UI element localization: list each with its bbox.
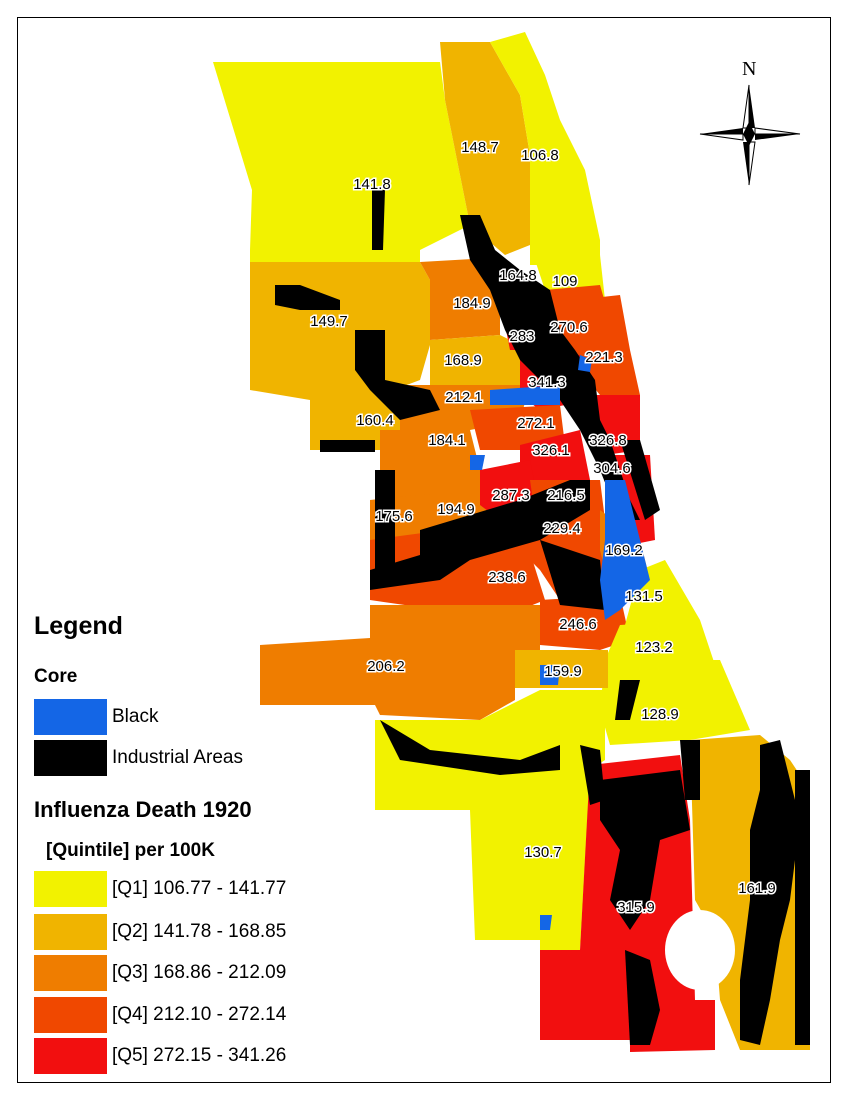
legend-item-q1: [Q1] 106.77 - 141.77 (34, 871, 286, 907)
legend-item-industrial: Industrial Areas (34, 740, 243, 776)
legend-core-heading: Core (34, 666, 78, 687)
area-106-8 (490, 32, 600, 265)
lake-calumet (665, 910, 735, 990)
area-272-1 (470, 405, 565, 450)
rate-label: 109 (552, 273, 577, 290)
legend-item-label: [Q5] 272.15 - 341.26 (112, 1045, 287, 1066)
rate-label: 161.9 (738, 880, 776, 897)
legend-swatch (34, 914, 107, 950)
rate-label: 283 (509, 328, 534, 345)
legend-title: Legend (34, 612, 123, 640)
legend-swatch (34, 955, 107, 991)
rate-label: 184.1 (428, 432, 466, 449)
rate-label: 194.9 (437, 501, 475, 518)
rate-label: 216.5 (547, 487, 585, 504)
legend-item-q4: [Q4] 212.10 - 272.14 (34, 997, 286, 1033)
area-148-7 (440, 42, 530, 255)
rate-label: 229.4 (543, 520, 581, 537)
legend-influenza-subheading: [Quintile] per 100K (46, 840, 215, 861)
legend-swatch (34, 740, 107, 776)
rate-label: 287.3 (492, 487, 530, 504)
industrial-areas (275, 190, 810, 1045)
rate-label: 272.1 (517, 415, 555, 432)
rate-label: 221.3 (585, 349, 623, 366)
legend-influenza-heading: Influenza Death 1920 (34, 797, 252, 822)
area-221-3 (575, 295, 640, 395)
rate-label: 148.7 (461, 139, 499, 156)
area-184-9 (420, 258, 500, 340)
rate-label: 304.6 (593, 460, 631, 477)
legend-item-label: [Q4] 212.10 - 272.14 (112, 1004, 287, 1025)
rate-label: 106.8 (521, 147, 559, 164)
legend-swatch (34, 699, 107, 735)
legend-item-label: Black (112, 706, 159, 727)
rate-label: 238.6 (488, 569, 526, 586)
rate-label: 168.9 (444, 352, 482, 369)
rate-label: 270.6 (550, 319, 588, 336)
legend-item-label: Industrial Areas (112, 747, 243, 768)
legend-swatch (34, 871, 107, 907)
legend-item-label: [Q3] 168.86 - 212.09 (112, 962, 287, 983)
area-206-2 (260, 605, 540, 720)
compass-north-label: N (742, 58, 757, 80)
rate-labels: 148.7 106.8 141.8 164.8 109 184.9 149.7 … (309, 138, 778, 918)
rate-label: 130.7 (524, 844, 562, 861)
rate-label: 315.9 (617, 899, 655, 916)
rate-label: 341.3 (528, 374, 566, 391)
rate-label: 123.2 (635, 639, 673, 656)
rate-label: 169.2 (605, 542, 643, 559)
compass-rose-icon (699, 84, 801, 186)
rate-label: 141.8 (353, 176, 391, 193)
rate-label: 206.2 (367, 658, 405, 675)
rate-label: 175.6 (375, 508, 413, 525)
rate-label: 184.9 (453, 295, 491, 312)
rate-label: 164.8 (499, 267, 537, 284)
legend-item-black: Black (34, 699, 158, 735)
rate-label: 131.5 (625, 588, 663, 605)
area-159-9 (515, 650, 608, 688)
area-168-9 (430, 335, 530, 385)
legend-item-label: [Q2] 141.78 - 168.85 (112, 921, 287, 942)
rate-label: 246.6 (559, 616, 597, 633)
black-core (470, 355, 650, 930)
legend-swatch (34, 997, 107, 1033)
legend-item-label: [Q1] 106.77 - 141.77 (112, 878, 287, 899)
rate-label: 326.1 (532, 442, 570, 459)
rate-label: 326.8 (589, 432, 627, 449)
legend-item-q5: [Q5] 272.15 - 341.26 (34, 1038, 286, 1074)
rate-label: 149.7 (310, 313, 348, 330)
area-141-8 (213, 62, 470, 262)
legend-item-q2: [Q2] 141.78 - 168.85 (34, 914, 286, 950)
rate-label: 160.4 (356, 412, 394, 429)
legend-item-q3: [Q3] 168.86 - 212.09 (34, 955, 286, 991)
area-130-7 (375, 690, 605, 950)
rate-label: 159.9 (544, 663, 582, 680)
legend-swatch (34, 1038, 107, 1074)
rate-label: 128.9 (641, 706, 679, 723)
rate-label: 212.1 (445, 389, 483, 406)
area-326-1 (520, 430, 590, 490)
